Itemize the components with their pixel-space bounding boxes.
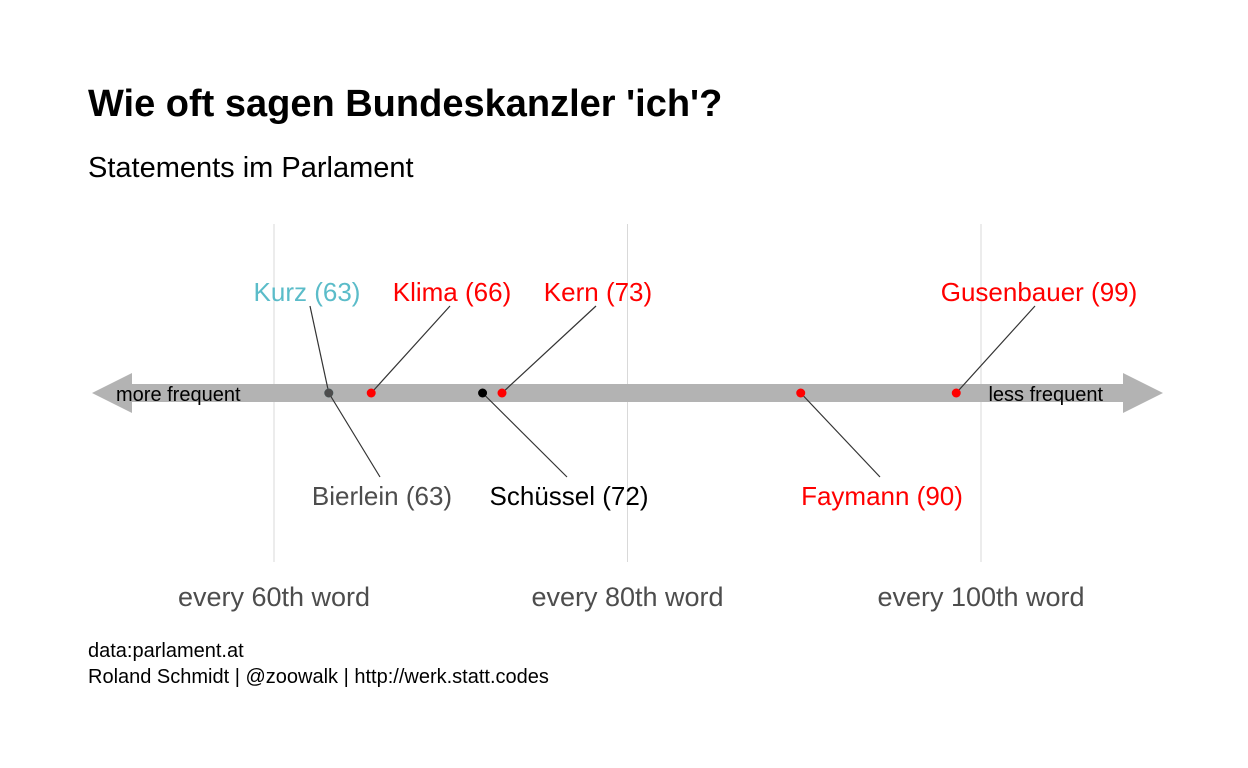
x-tick-label: every 100th word xyxy=(877,582,1084,612)
data-point-dot xyxy=(478,388,488,398)
point-klima: Klima (66) xyxy=(366,277,511,398)
data-point-dot xyxy=(497,388,507,398)
data-point-label: Bierlein (63) xyxy=(312,481,452,511)
leader-line xyxy=(800,392,881,478)
data-point-label: Faymann (90) xyxy=(801,481,963,511)
point-kurz: Kurz (63) xyxy=(254,277,361,398)
data-point-label: Klima (66) xyxy=(393,277,511,307)
data-points: Kurz (63) Bierlein (63) Klima (66) Schüssel… xyxy=(254,277,1138,511)
leader-line xyxy=(955,305,1036,394)
chart-title: Wie oft sagen Bundeskanzler 'ich'? xyxy=(88,83,722,125)
caption-source: data:parlament.at xyxy=(88,640,244,662)
direction-arrow: more frequent less frequent xyxy=(92,373,1163,413)
data-point-dot xyxy=(951,388,961,398)
leader-line xyxy=(328,392,381,478)
data-point-dot xyxy=(796,388,806,398)
chart-subtitle: Statements im Parlament xyxy=(88,152,414,184)
x-axis-ticks: every 60th word every 80th word every 100t… xyxy=(178,582,1085,612)
data-point-label: Kern (73) xyxy=(544,277,652,307)
leader-line xyxy=(370,305,451,394)
point-bierlein: Bierlein (63) xyxy=(312,388,452,511)
more-frequent-label: more frequent xyxy=(116,384,241,406)
leader-line xyxy=(482,392,568,478)
caption-author: Roland Schmidt | @zoowalk | http://werk.… xyxy=(88,666,549,688)
less-frequent-label: less frequent xyxy=(988,384,1103,406)
data-point-label: Kurz (63) xyxy=(254,277,361,307)
leader-line xyxy=(501,305,597,394)
data-point-label: Gusenbauer (99) xyxy=(941,277,1138,307)
x-tick-label: every 80th word xyxy=(531,582,723,612)
data-point-dot xyxy=(324,388,334,398)
point-gusenbauer: Gusenbauer (99) xyxy=(941,277,1138,398)
x-tick-label: every 60th word xyxy=(178,582,370,612)
data-point-label: Schüssel (72) xyxy=(490,481,649,511)
point-faymann: Faymann (90) xyxy=(796,388,963,511)
arrow-body xyxy=(92,373,1163,413)
data-point-dot xyxy=(366,388,376,398)
leader-line xyxy=(309,305,330,394)
point-kern: Kern (73) xyxy=(497,277,652,398)
point-schuessel: Schüssel (72) xyxy=(478,388,649,511)
